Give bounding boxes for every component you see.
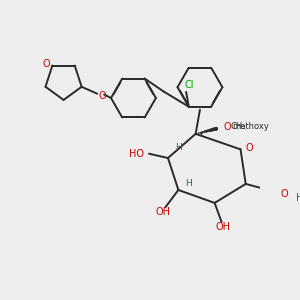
Text: methoxy: methoxy	[232, 122, 269, 130]
Text: Cl: Cl	[184, 80, 194, 90]
Text: O: O	[223, 122, 231, 132]
Text: OH: OH	[155, 207, 170, 218]
Text: H: H	[175, 143, 182, 152]
Text: O: O	[245, 143, 253, 153]
Text: O: O	[43, 59, 50, 69]
Text: CH₃: CH₃	[230, 122, 246, 131]
Text: O: O	[280, 189, 288, 199]
Text: HO: HO	[129, 149, 144, 159]
Text: H: H	[296, 193, 300, 203]
Text: OH: OH	[216, 222, 231, 232]
Text: H: H	[185, 178, 192, 188]
Text: O: O	[99, 91, 106, 101]
